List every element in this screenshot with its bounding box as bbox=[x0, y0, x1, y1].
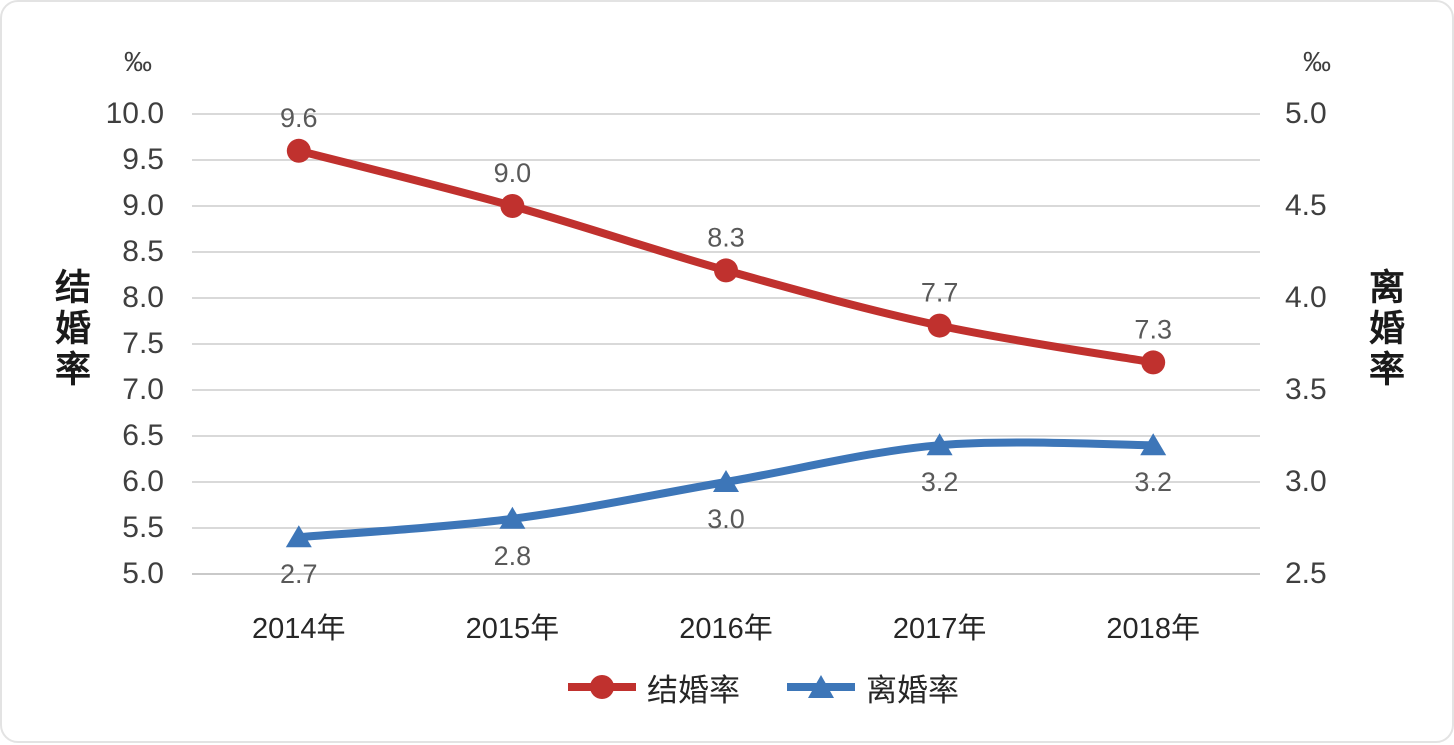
marriage-rate-data-label: 9.0 bbox=[494, 158, 532, 188]
marriage-rate-point bbox=[1141, 350, 1165, 374]
divorce-rate-data-label: 3.2 bbox=[1134, 467, 1172, 497]
marriage-rate-point bbox=[714, 258, 738, 282]
marriage-rate-point bbox=[928, 314, 952, 338]
divorce-rate-data-label: 3.0 bbox=[707, 504, 745, 534]
legend-label-marriage-rate: 结婚率 bbox=[647, 665, 740, 710]
circle-marker-icon bbox=[590, 675, 614, 699]
x-axis-label: 2017年 bbox=[893, 605, 987, 647]
marriage-rate-point bbox=[500, 194, 524, 218]
marriage-rate-data-label: 8.3 bbox=[707, 222, 745, 252]
legend: 结婚率 离婚率 bbox=[74, 664, 1452, 710]
x-axis-label: 2014年 bbox=[252, 605, 346, 647]
divorce-rate-data-label: 2.8 bbox=[494, 541, 532, 571]
x-axis-label: 2016年 bbox=[679, 605, 773, 647]
x-axis-label: 2015年 bbox=[466, 605, 560, 647]
x-axis-label: 2018年 bbox=[1106, 605, 1200, 647]
marriage-rate-data-label: 7.7 bbox=[921, 278, 959, 308]
legend-item-marriage-rate: 结婚率 bbox=[567, 665, 740, 710]
marriage-rate-data-label: 7.3 bbox=[1134, 314, 1172, 344]
legend-label-divorce-rate: 离婚率 bbox=[866, 665, 959, 710]
marriage-rate-data-label: 9.6 bbox=[280, 103, 318, 133]
divorce-rate-data-label: 2.7 bbox=[280, 559, 318, 589]
legend-item-divorce-rate: 离婚率 bbox=[786, 665, 959, 710]
divorce-rate-legend-marker bbox=[786, 673, 856, 701]
marriage-rate-point bbox=[287, 139, 311, 163]
marriage-rate-line bbox=[299, 151, 1153, 363]
marriage-rate-legend-marker bbox=[567, 673, 637, 701]
divorce-rate-data-label: 3.2 bbox=[921, 467, 959, 497]
